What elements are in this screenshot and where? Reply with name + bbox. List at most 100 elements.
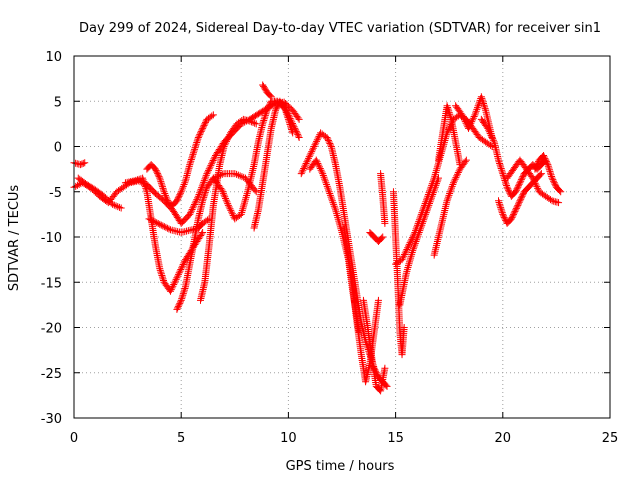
data-point	[318, 168, 326, 176]
data-point	[321, 175, 329, 183]
data-point	[252, 188, 260, 196]
data-point	[461, 158, 469, 166]
data-point	[517, 176, 525, 184]
data-point	[313, 136, 321, 144]
data-point	[429, 189, 437, 197]
data-point	[546, 167, 554, 175]
data-point	[163, 224, 171, 232]
data-point	[548, 172, 556, 180]
data-point	[140, 179, 148, 187]
data-point	[195, 191, 203, 199]
data-point	[498, 166, 506, 174]
data-point	[110, 201, 118, 209]
data-point	[203, 170, 211, 178]
series-arc-10	[250, 97, 297, 232]
data-point	[547, 171, 555, 179]
data-point	[533, 183, 541, 191]
data-point	[157, 179, 165, 187]
data-point	[180, 286, 188, 294]
data-point	[519, 191, 527, 199]
data-point	[285, 119, 293, 127]
data-point	[76, 161, 84, 169]
data-point	[537, 170, 545, 178]
data-point	[499, 171, 507, 179]
data-point	[488, 133, 496, 141]
data-point	[486, 129, 494, 137]
data-point	[326, 191, 334, 199]
data-point	[443, 102, 451, 110]
data-point	[86, 182, 94, 190]
data-point	[199, 228, 207, 236]
data-point	[314, 159, 322, 167]
data-point	[465, 123, 473, 131]
series-arc-3	[74, 174, 125, 212]
data-point	[323, 182, 331, 190]
data-point	[398, 256, 406, 264]
data-point	[282, 107, 290, 115]
data-point	[154, 220, 162, 228]
data-point	[425, 200, 433, 208]
data-point	[83, 181, 91, 189]
data-point	[115, 203, 123, 211]
data-point	[178, 293, 186, 301]
data-point	[314, 134, 322, 142]
data-point	[156, 220, 164, 228]
data-point	[175, 192, 183, 200]
data-point	[324, 136, 332, 144]
data-point	[504, 185, 512, 193]
data-point	[281, 105, 289, 113]
y-tick-label: -20	[41, 322, 62, 337]
data-point	[299, 166, 307, 174]
data-point	[403, 245, 411, 253]
data-point	[472, 109, 480, 117]
data-point	[426, 198, 434, 206]
data-point	[324, 135, 332, 143]
data-point	[404, 244, 412, 252]
data-point	[550, 177, 558, 185]
y-tick-label: -25	[41, 367, 62, 382]
data-point	[179, 291, 187, 299]
data-point	[151, 165, 159, 173]
data-point	[443, 197, 451, 205]
data-point	[516, 197, 524, 205]
data-point	[513, 185, 521, 193]
data-point	[300, 163, 308, 171]
data-point	[518, 174, 526, 182]
data-point	[199, 180, 207, 188]
data-point	[173, 197, 181, 205]
data-point	[164, 199, 172, 207]
data-point	[190, 201, 198, 209]
data-point	[324, 184, 332, 192]
data-point	[259, 120, 267, 128]
data-point	[303, 158, 311, 166]
data-point	[209, 156, 217, 164]
data-point	[429, 190, 437, 198]
data-point	[161, 191, 169, 199]
data-point	[222, 139, 230, 147]
data-point	[454, 169, 462, 177]
series-arc-15	[359, 296, 389, 395]
data-point	[222, 196, 230, 204]
data-point	[328, 195, 336, 203]
data-point	[474, 102, 482, 110]
data-point	[160, 223, 168, 231]
y-tick-label: -30	[41, 412, 62, 427]
data-point	[541, 155, 549, 163]
data-point	[139, 174, 147, 182]
data-point	[326, 190, 334, 198]
data-point	[154, 170, 162, 178]
data-point	[175, 301, 183, 309]
series-arc-26	[503, 156, 563, 207]
data-point	[193, 139, 201, 147]
data-point	[496, 159, 504, 167]
data-point	[179, 184, 187, 192]
data-point	[218, 186, 226, 194]
data-point	[509, 212, 517, 220]
data-point	[294, 130, 302, 138]
data-point	[284, 115, 292, 123]
data-point	[251, 186, 259, 194]
data-point	[450, 177, 458, 185]
series-arc-21	[430, 156, 470, 259]
data-point	[445, 107, 453, 115]
data-point	[402, 247, 410, 255]
